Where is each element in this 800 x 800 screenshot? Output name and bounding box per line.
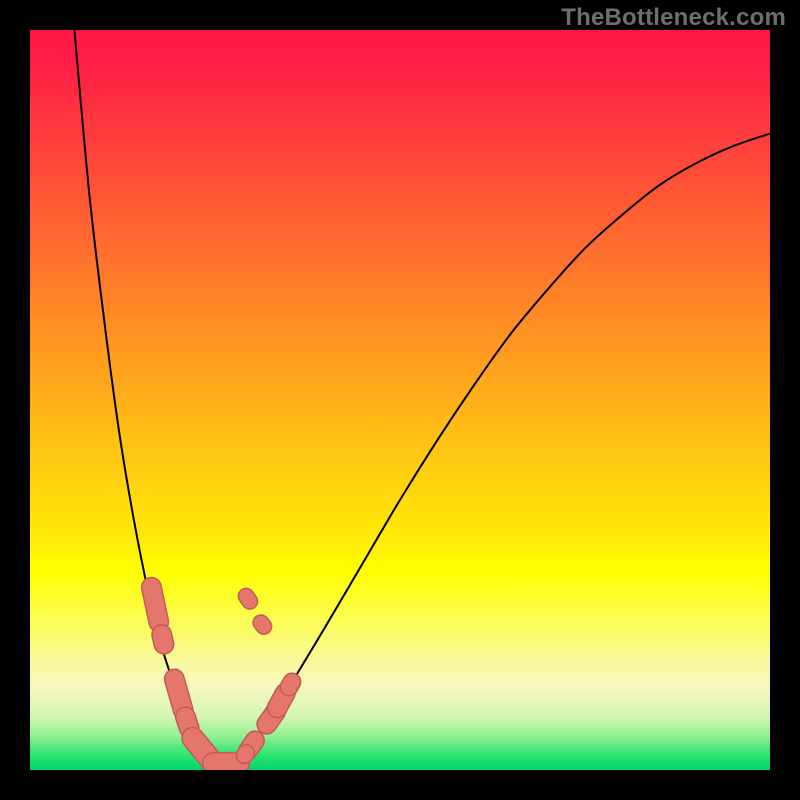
chart-root: TheBottleneck.com: [0, 0, 800, 800]
gradient-background: [30, 30, 770, 770]
plot-area: [30, 30, 770, 770]
watermark-text: TheBottleneck.com: [561, 4, 786, 32]
